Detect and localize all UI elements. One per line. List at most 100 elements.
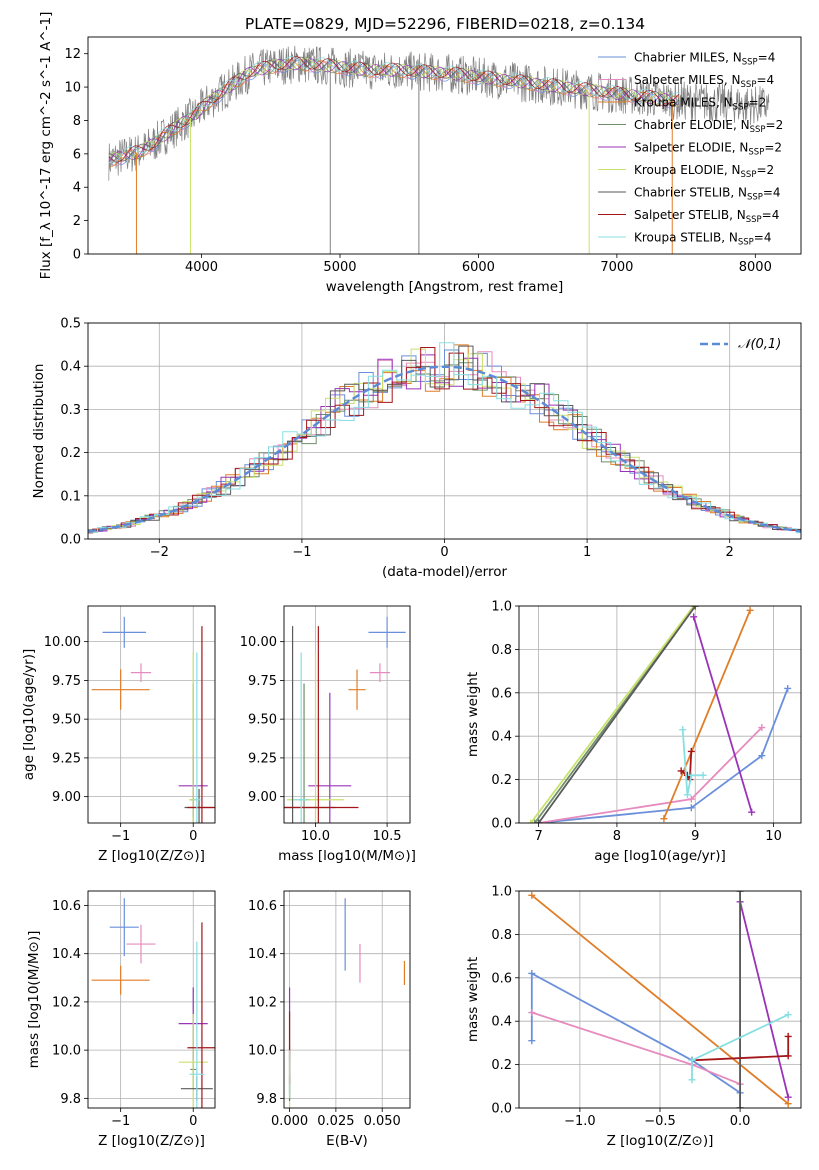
- y-tick-label: 0.0: [60, 533, 81, 548]
- y-tick-label: 0.2: [60, 446, 81, 461]
- weight-marker: [690, 613, 698, 621]
- legend-subscript: SSP: [733, 103, 749, 113]
- mass-vs-metallicity-panel: −1 0 9.8 10.0 10.2 10.4 10.6 Z [log10(Z/Z⊙)] mas…: [26, 890, 216, 1149]
- y-tick-label: 10.2: [52, 995, 81, 1010]
- x-axis-label: mass [log10(M/M⊙)]: [278, 848, 416, 864]
- weight-line: [681, 729, 704, 795]
- plot-area: [288, 898, 406, 1108]
- y-tick-label: 9.8: [60, 1092, 81, 1107]
- y-tick-label: 10.00: [44, 635, 81, 650]
- y-tick-label: 9.25: [248, 751, 277, 766]
- x-tick-label: 8000: [739, 260, 772, 275]
- x-tick-label: −1: [292, 545, 311, 560]
- legend-name: Kroupa MILES, N: [634, 96, 733, 110]
- y-tick-label: 0.8: [491, 928, 512, 943]
- legend-label: Kroupa MILES, NSSP=2: [634, 96, 766, 113]
- y-tick-label: 0.3: [60, 403, 81, 418]
- x-tick-label: 2: [726, 545, 734, 560]
- y-tick-label: 9.75: [248, 674, 277, 689]
- legend-nssp: =4: [758, 51, 776, 65]
- legend-label: Salpeter MILES, NSSP=4: [634, 73, 774, 90]
- x-tick-label: 4000: [185, 260, 218, 275]
- legend-nssp: =2: [766, 118, 784, 132]
- y-tick-label: 0.0: [491, 1102, 512, 1117]
- x-tick-label: 0.0: [730, 1114, 751, 1129]
- y-tick-label: 10.6: [52, 899, 81, 914]
- weight-marker: [784, 1093, 792, 1101]
- weight-marker: [746, 606, 754, 614]
- weight-line: [531, 894, 789, 1105]
- x-tick-label: 1: [583, 545, 591, 560]
- x-tick-label: 0.025: [317, 1114, 354, 1129]
- axes-frame: [283, 890, 411, 1109]
- y-tick-label: 0.2: [491, 1058, 512, 1073]
- y-tick-label: 0.4: [60, 360, 81, 375]
- legend-subscript: SSP: [741, 80, 757, 90]
- y-tick-label: 12: [64, 47, 81, 62]
- legend-name: Kroupa ELODIE, N: [634, 163, 741, 177]
- x-tick-label: −1: [111, 1114, 130, 1129]
- model-spectrum-line: [108, 58, 680, 163]
- legend-nssp: =2: [756, 163, 774, 177]
- x-tick-label: −0.5: [644, 1114, 676, 1129]
- weight-marker: [683, 791, 691, 799]
- weight-marker: [531, 819, 539, 823]
- weight-marker: [691, 606, 699, 610]
- mass-vs-ebv-panel: 0.000 0.025 0.050 9.8 10.0 10.2 10.4 10.6 E(B-V): [248, 890, 411, 1149]
- y-tick-label: 0.8: [491, 643, 512, 658]
- weight-line: [739, 901, 790, 1098]
- model-spectrum-line: [108, 56, 680, 164]
- axes-frame: [87, 322, 802, 540]
- x-tick-label: 8: [613, 829, 621, 844]
- y-tick-label: 10.2: [248, 995, 277, 1010]
- legend-label: Salpeter STELIB, NSSP=4: [634, 208, 779, 225]
- weight-marker: [679, 726, 687, 734]
- legend-name: Chabrier ELODIE, N: [634, 118, 750, 132]
- plot-area: [528, 891, 792, 1108]
- y-axis-label: age [log10(age/yr)]: [21, 649, 37, 781]
- legend-label: Chabrier STELIB, NSSP=4: [634, 186, 781, 203]
- weight-marker: [699, 771, 707, 779]
- weight-marker: [677, 767, 685, 775]
- y-tick-label: 10.4: [248, 947, 277, 962]
- x-tick-label: 10.5: [373, 829, 402, 844]
- weight-marker: [758, 724, 766, 732]
- model-spectrum-line: [108, 56, 680, 162]
- observed-spectrum-line: [108, 45, 770, 181]
- legend-label: Salpeter ELODIE, NSSP=2: [634, 141, 782, 158]
- y-tick-label: 0.6: [491, 971, 512, 986]
- axes-frame: [87, 605, 216, 824]
- residual-histogram-step: [88, 344, 801, 533]
- y-tick-label: 10.00: [240, 635, 277, 650]
- legend-name: Kroupa STELIB, N: [634, 231, 738, 245]
- residuals-panel: −2 −1 0 1 2 0.0 0.1 0.2 0.3 0.4 0.5 (data-model)/er…: [31, 317, 802, 580]
- weight-marker: [687, 747, 695, 755]
- legend-subscript: SSP: [747, 193, 763, 203]
- y-tick-label: 10: [64, 81, 81, 96]
- axes-frame: [283, 605, 411, 824]
- legend-name: Chabrier STELIB, N: [634, 186, 747, 200]
- x-axis-label: Z [log10(Z/Z⊙)]: [98, 848, 205, 864]
- plot-area: [91, 898, 215, 1108]
- plot-area: [108, 45, 770, 254]
- x-tick-label: 6000: [462, 260, 495, 275]
- weight-line: [680, 751, 693, 783]
- weight-vs-metallicity-panel: −1.0 −0.5 0.0 0.0 0.2 0.4 0.6 0.8 1.0 Z [log10(Z/…: [465, 885, 802, 1149]
- legend-subscript: SSP: [750, 125, 766, 135]
- x-axis-label: Z [log10(Z/Z⊙)]: [98, 1133, 205, 1149]
- weight-marker: [688, 1056, 696, 1064]
- y-tick-label: 0.4: [491, 1015, 512, 1030]
- y-tick-label: 10.0: [52, 1044, 81, 1059]
- y-tick-label: 0.4: [491, 730, 512, 745]
- y-tick-label: 10.0: [248, 1044, 277, 1059]
- x-axis-label: (data-model)/error: [382, 564, 508, 580]
- model-spectrum-line: [108, 57, 680, 161]
- weight-line: [530, 971, 741, 1094]
- weight-marker: [784, 684, 792, 692]
- weight-line: [663, 609, 751, 820]
- x-tick-label: 10: [765, 829, 782, 844]
- weight-marker: [784, 1100, 792, 1108]
- legend-nssp: =4: [754, 231, 772, 245]
